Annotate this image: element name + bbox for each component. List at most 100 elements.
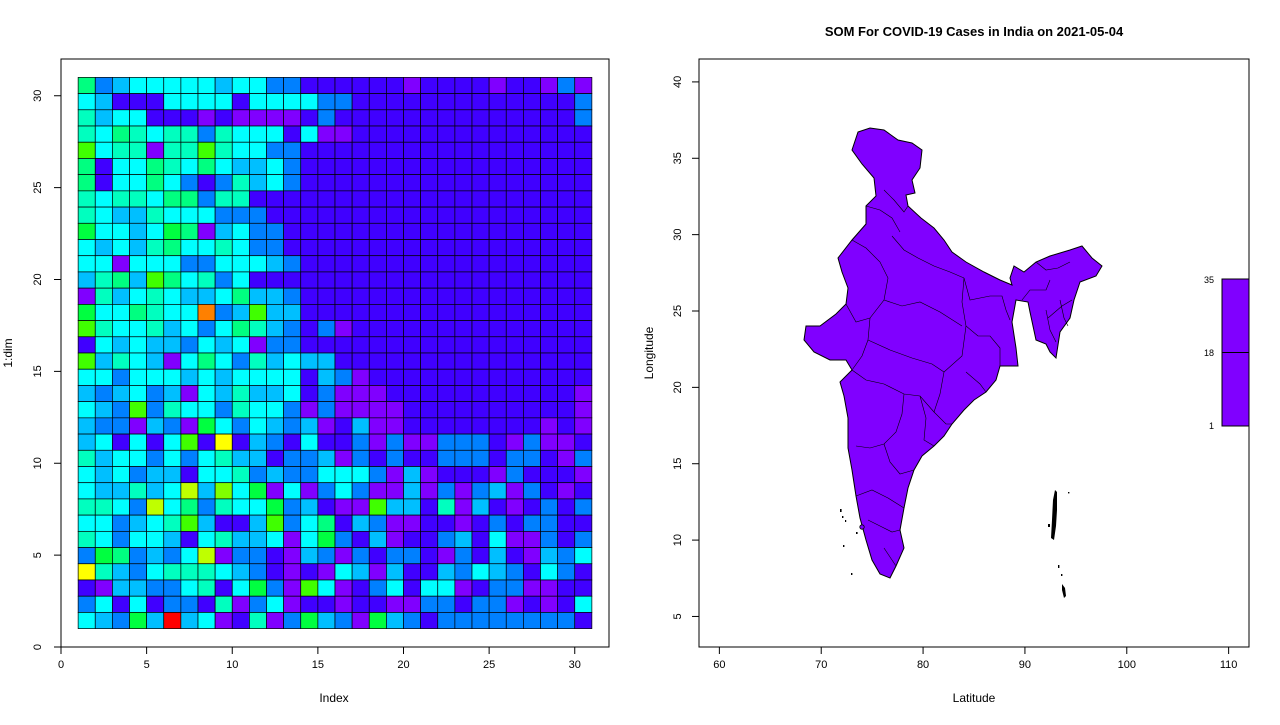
heatmap-cell bbox=[368, 336, 387, 354]
heatmap-cell bbox=[94, 77, 113, 94]
heatmap-cell bbox=[266, 563, 284, 581]
heatmap-cell bbox=[112, 158, 130, 176]
heatmap-cell bbox=[351, 271, 370, 289]
heatmap-cell bbox=[266, 482, 284, 500]
heatmap-cell bbox=[386, 352, 404, 370]
heatmap-cell bbox=[180, 563, 199, 581]
heatmap-cell bbox=[368, 222, 387, 240]
heatmap-cell bbox=[146, 125, 165, 143]
heatmap-cell bbox=[386, 77, 404, 94]
heatmap-cell bbox=[317, 287, 336, 305]
heatmap-cell bbox=[300, 579, 319, 597]
heatmap-cell bbox=[574, 93, 593, 111]
heatmap-cell bbox=[283, 385, 302, 402]
heatmap-cell bbox=[351, 158, 370, 176]
heatmap-cell bbox=[300, 158, 319, 176]
left-x-axis: 0 5 10 15 20 25 30 bbox=[58, 647, 581, 671]
heatmap-cell bbox=[300, 222, 319, 240]
heatmap-cell bbox=[437, 547, 456, 565]
heatmap-cell bbox=[420, 368, 439, 386]
heatmap-cell bbox=[146, 158, 165, 176]
heatmap-cell bbox=[249, 336, 267, 354]
heatmap-cell bbox=[300, 612, 319, 629]
heatmap-cell bbox=[317, 385, 336, 402]
heatmap-cell bbox=[505, 304, 524, 321]
heatmap-cell bbox=[454, 141, 473, 159]
heatmap-cell bbox=[334, 417, 353, 435]
heatmap-cell bbox=[351, 190, 370, 208]
heatmap-cell bbox=[471, 385, 490, 402]
heatmap-cell bbox=[505, 595, 524, 613]
heatmap-cell bbox=[283, 498, 302, 516]
heatmap-cell bbox=[300, 304, 319, 321]
heatmap-cell bbox=[94, 595, 113, 613]
heatmap-cell bbox=[163, 190, 182, 208]
heatmap-cell bbox=[249, 304, 267, 321]
heatmap-cell bbox=[420, 239, 439, 257]
heatmap-cell bbox=[368, 158, 387, 176]
heatmap-cell bbox=[488, 514, 507, 532]
heatmap-cell bbox=[112, 336, 130, 354]
heatmap-cell bbox=[420, 514, 439, 532]
heatmap-cell bbox=[317, 498, 336, 516]
heatmap-cell bbox=[317, 304, 336, 321]
heatmap-cell bbox=[180, 125, 199, 143]
heatmap-cell bbox=[214, 530, 233, 548]
heatmap-cell bbox=[471, 466, 490, 484]
heatmap-cell bbox=[266, 514, 284, 532]
india-outline bbox=[803, 127, 1103, 579]
heatmap-cell bbox=[77, 304, 96, 321]
state-border bbox=[961, 277, 1001, 366]
heatmap-cell bbox=[94, 498, 113, 516]
heatmap-cell bbox=[540, 304, 558, 321]
state-border bbox=[919, 395, 935, 447]
heatmap-cell bbox=[368, 239, 387, 257]
heatmap-cell bbox=[368, 141, 387, 159]
heatmap-cell bbox=[163, 255, 182, 273]
heatmap-cell bbox=[249, 466, 267, 484]
heatmap-cell bbox=[197, 255, 216, 273]
heatmap-cell bbox=[471, 271, 490, 289]
heatmap-cell bbox=[540, 401, 558, 419]
heatmap-cell bbox=[505, 385, 524, 402]
heatmap-cell bbox=[163, 449, 182, 467]
heatmap-cell bbox=[112, 385, 130, 402]
heatmap-cell bbox=[488, 530, 507, 548]
heatmap-cell bbox=[231, 417, 250, 435]
heatmap-cell bbox=[163, 466, 182, 484]
heatmap-cell bbox=[420, 466, 439, 484]
y-tick-label: 30 bbox=[672, 229, 684, 241]
heatmap-cell bbox=[94, 320, 113, 338]
heatmap-cell bbox=[403, 222, 421, 240]
heatmap-cell bbox=[454, 287, 473, 305]
heatmap-cell bbox=[317, 433, 336, 451]
heatmap-cell bbox=[351, 385, 370, 402]
heatmap-cell bbox=[351, 174, 370, 192]
heatmap-cell bbox=[77, 514, 96, 532]
heatmap-cell bbox=[180, 498, 199, 516]
heatmap-cell bbox=[454, 368, 473, 386]
heatmap-cell bbox=[386, 190, 404, 208]
heatmap-cell bbox=[386, 206, 404, 224]
x-tick-label: 90 bbox=[1019, 659, 1031, 671]
heatmap-cell bbox=[540, 77, 558, 94]
heatmap-cell bbox=[403, 352, 421, 370]
heatmap-cell bbox=[351, 498, 370, 516]
heatmap-cell bbox=[454, 514, 473, 532]
heatmap-cell bbox=[163, 141, 182, 159]
heatmap-cell bbox=[471, 255, 490, 273]
heatmap-cell bbox=[488, 417, 507, 435]
heatmap-cell bbox=[557, 595, 576, 613]
heatmap-cell bbox=[351, 125, 370, 143]
heatmap-cell bbox=[146, 320, 165, 338]
state-border bbox=[867, 325, 967, 373]
heatmap-cell bbox=[249, 401, 267, 419]
heatmap-cell bbox=[266, 595, 284, 613]
heatmap-cell bbox=[214, 109, 233, 127]
heatmap-cell bbox=[403, 401, 421, 419]
heatmap-cell bbox=[403, 125, 421, 143]
heatmap-cell bbox=[163, 174, 182, 192]
heatmap-cell bbox=[574, 158, 593, 176]
heatmap-cell bbox=[403, 174, 421, 192]
heatmap-cell bbox=[557, 368, 576, 386]
